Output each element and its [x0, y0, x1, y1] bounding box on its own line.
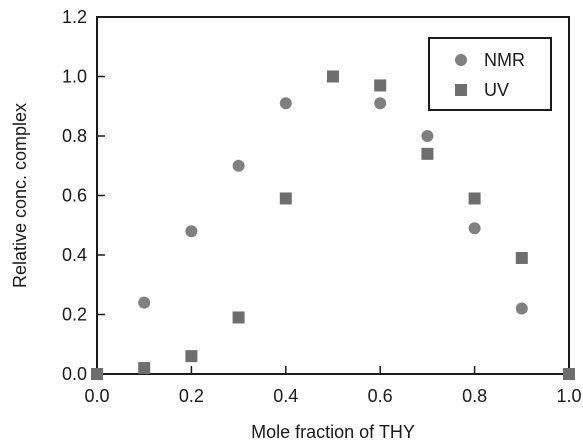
nmr-point [515, 302, 528, 315]
axis-ticks [96, 16, 570, 375]
uv-point [232, 311, 245, 324]
uv-point [515, 251, 528, 264]
legend-nmr-label: NMR [484, 50, 525, 70]
nmr-point [279, 97, 292, 110]
uv-point [327, 70, 339, 83]
legend-box [428, 37, 552, 111]
data-markers [91, 70, 575, 380]
x-tick-label: 0.4 [273, 386, 298, 406]
uv-point [421, 147, 434, 160]
legend: NMR UV [428, 37, 552, 111]
legend-uv-marker [455, 84, 467, 96]
nmr-point [374, 97, 387, 110]
nmr-point [185, 225, 198, 238]
y-tick-label: 1.2 [62, 7, 87, 27]
uv-point [468, 192, 481, 205]
nmr-point [232, 159, 245, 172]
y-tick-label: 1.0 [62, 67, 87, 87]
legend-uv-label: UV [484, 80, 509, 100]
y-axis-title: Relative conc. complex [10, 103, 30, 288]
x-axis-title: Mole fraction of THY [251, 422, 415, 442]
uv-point [138, 362, 151, 375]
x-tick-label: 0.2 [179, 386, 204, 406]
y-tick-label: 0.2 [62, 305, 87, 325]
uv-point [374, 79, 387, 92]
uv-point [563, 368, 575, 380]
y-tick-label: 0.8 [62, 126, 87, 146]
legend-nmr-marker [455, 54, 467, 66]
y-tick-label: 0.0 [62, 364, 87, 384]
uv-point [279, 192, 292, 205]
nmr-point [468, 222, 481, 235]
x-tick-label: 0.0 [84, 386, 109, 406]
tick-labels: 0.0 0.2 0.4 0.6 0.8 1.0 0.0 0.2 0.4 0.6 0.8 1.0 1.2 [62, 7, 582, 406]
uv-point [185, 350, 198, 363]
x-tick-label: 0.6 [368, 386, 393, 406]
nmr-point [138, 296, 151, 309]
y-tick-label: 0.6 [62, 186, 87, 206]
y-tick-label: 0.4 [62, 245, 87, 265]
uv-point [91, 368, 103, 380]
x-tick-label: 0.8 [462, 386, 487, 406]
nmr-point [421, 130, 434, 142]
x-tick-label: 1.0 [556, 386, 581, 406]
